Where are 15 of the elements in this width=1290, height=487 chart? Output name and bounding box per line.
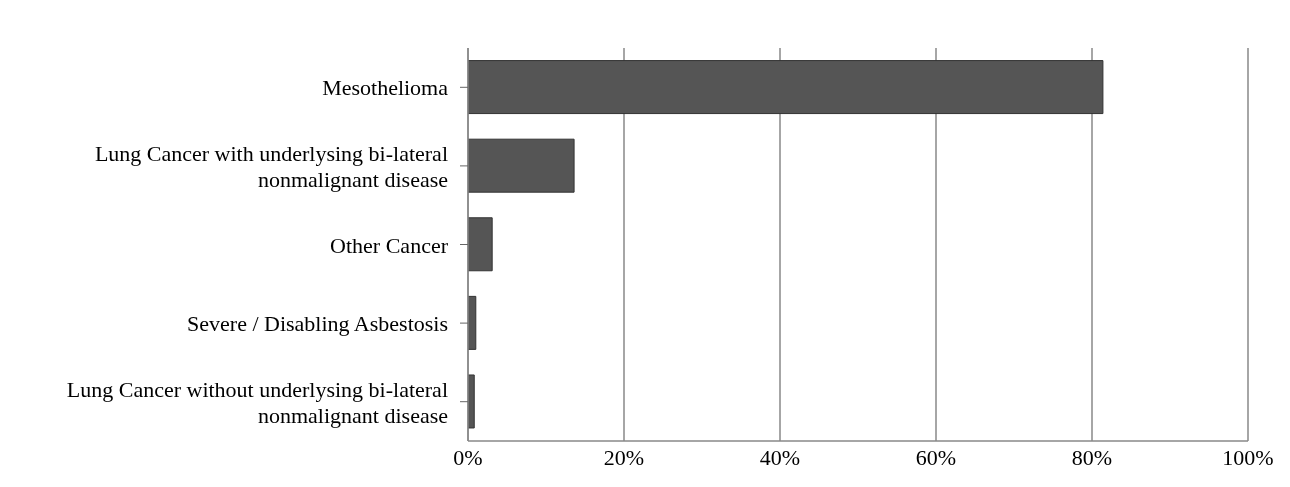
- bar: [468, 138, 575, 193]
- x-tick-label: 60%: [915, 444, 957, 470]
- x-tick-label: 40%: [759, 444, 801, 470]
- y-tick-label: Other Cancer: [330, 232, 449, 257]
- bar: [468, 60, 1104, 115]
- x-tick-label: 80%: [1071, 444, 1113, 470]
- bar: [468, 374, 475, 429]
- x-tick-label: 0%: [453, 444, 483, 470]
- bar: [468, 217, 493, 272]
- x-tick-label: 100%: [1222, 444, 1274, 470]
- y-tick-label: Lung Cancer without underlysing bi-lateral nonmalignant disease: [66, 376, 448, 428]
- y-tick-label: Mesothelioma: [322, 74, 449, 100]
- x-tick-label: 20%: [603, 444, 645, 470]
- y-tick-label: Lung Cancer with underlysing bi-lateral nonmalignant disease: [94, 140, 448, 192]
- y-tick-label: Severe / Disabling Asbestosis: [187, 310, 448, 336]
